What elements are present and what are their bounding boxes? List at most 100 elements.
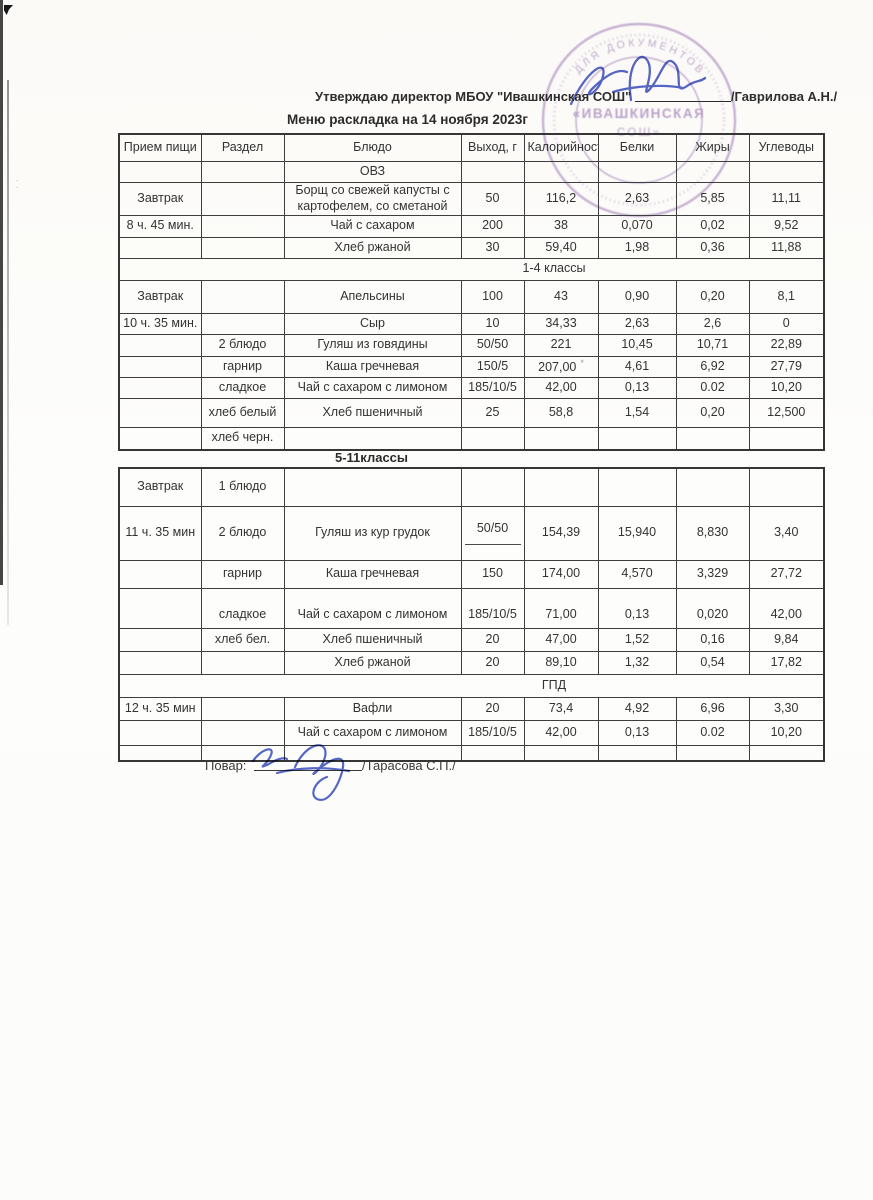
- cell-carb: 12,500: [748, 397, 825, 428]
- table-row: хлеб бел. Хлеб пшеничный 20 47,00 1,52 0…: [118, 627, 825, 652]
- cell-prot: 4,570: [597, 559, 677, 589]
- cell-kcal: 42,00: [523, 376, 599, 399]
- cell-meal: [118, 333, 202, 357]
- cell-out: 30: [460, 236, 525, 259]
- cell-kcal: [523, 744, 599, 762]
- col-header-fat: Жиры: [675, 133, 750, 162]
- cell-prot: [597, 426, 677, 451]
- cell-razdel: хлеб черн.: [200, 426, 285, 451]
- table-row: хлеб черн.: [118, 426, 825, 451]
- cell-meal: Завтрак: [118, 181, 202, 216]
- cell-prot: [597, 744, 677, 762]
- cell-meal: [118, 719, 202, 746]
- cell-dish: Хлеб пшеничный: [283, 627, 462, 652]
- cell-dish: Хлеб пшеничный: [283, 397, 462, 428]
- cell-carb: 17,82: [748, 650, 825, 675]
- cell-kcal: 207,00 *: [523, 355, 599, 378]
- cell-kcal: 154,39: [523, 505, 599, 561]
- cell-fat: [675, 467, 750, 507]
- cell-dish: Гуляш из говядины: [283, 333, 462, 357]
- section-label: 1-4 классы: [522, 261, 586, 276]
- cell-meal: Завтрак: [118, 279, 202, 314]
- cell-out: 20: [460, 627, 525, 652]
- cell-razdel: хлеб белый: [200, 397, 285, 428]
- cell-kcal: 47,00: [523, 627, 599, 652]
- col-header-out: Выход, г: [460, 133, 525, 162]
- cell-dish: Гуляш из кур грудок: [283, 505, 462, 561]
- cell-meal: [118, 236, 202, 259]
- cell-prot: 4,61: [597, 355, 677, 378]
- cook-signature: [251, 744, 351, 801]
- cell-dish: Хлеб ржаной: [283, 650, 462, 675]
- cell-out: 50/50: [460, 333, 525, 357]
- cell-meal: 10 ч. 35 мин.: [118, 312, 202, 335]
- cell-carb: 11,88: [748, 236, 825, 259]
- table-row: Хлеб ржаной 30 59,40 1,98 0,36 11,88: [118, 236, 825, 259]
- cell-out: [460, 160, 525, 183]
- cell-carb: 27,72: [748, 559, 825, 589]
- cell-out: 25: [460, 397, 525, 428]
- cell-kcal: 221: [523, 333, 599, 357]
- cell-prot: 1,52: [597, 627, 677, 652]
- cell-kcal: 42,00: [523, 719, 599, 746]
- cell-razdel: [200, 214, 285, 238]
- cell-out: 50/50: [460, 505, 525, 561]
- section-row-gpd: ГПД: [118, 673, 825, 698]
- cell-fat: 0,20: [675, 279, 750, 314]
- table-row: 2 блюдо Гуляш из говядины 50/50 221 10,4…: [118, 333, 825, 357]
- cook-line: Повар: /Тарасова С.П./: [205, 757, 456, 773]
- cook-label: Повар:: [205, 758, 247, 773]
- cell-fat: 0,36: [675, 236, 750, 259]
- cell-kcal: 89,10: [523, 650, 599, 675]
- cell-fat: 0,20: [675, 397, 750, 428]
- cell-carb: [748, 467, 825, 507]
- cell-out: 150/5: [460, 355, 525, 378]
- cell-fat: 0.02: [675, 719, 750, 746]
- cell-razdel: гарнир: [200, 355, 285, 378]
- cell-dish: [283, 467, 462, 507]
- cell-dish: Каша гречневая: [283, 355, 462, 378]
- cell-razdel: хлеб бел.: [200, 627, 285, 652]
- cell-fat: 5,85: [675, 181, 750, 216]
- cell-prot: 15,940: [597, 505, 677, 561]
- cell-out: 20: [460, 650, 525, 675]
- table-row: Завтрак 1 блюдо: [118, 467, 825, 507]
- stamp-name-text: «ИВАШКИНСКАЯ: [573, 106, 706, 121]
- cell-meal: [118, 355, 202, 378]
- cell-meal: [118, 397, 202, 428]
- cell-carb: 3,30: [748, 696, 825, 721]
- cell-fat: 6,92: [675, 355, 750, 378]
- cell-out: 200: [460, 214, 525, 238]
- header-row: Прием пищи Раздел Блюдо Выход, г Калорий…: [118, 133, 825, 162]
- table-row: сладкое Чай с сахаром с лимоном 185/10/5…: [118, 587, 825, 629]
- cell-carb: 10,20: [748, 719, 825, 746]
- cell-meal: 8 ч. 45 мин.: [118, 214, 202, 238]
- cell-razdel: [200, 160, 285, 183]
- cell-prot: 0,13: [597, 376, 677, 399]
- cell-carb: 3,40: [748, 505, 825, 561]
- cell-fat: 2,6: [675, 312, 750, 335]
- cell-kcal: 43: [523, 279, 599, 314]
- cell-out: 185/10/5: [460, 376, 525, 399]
- cell-razdel: [200, 236, 285, 259]
- cell-razdel: [200, 312, 285, 335]
- cell-prot: 1,98: [597, 236, 677, 259]
- table-row: 8 ч. 45 мин. Чай с сахаром 200 38 0,070 …: [118, 214, 825, 238]
- cell-fat: 0,02: [675, 214, 750, 238]
- table-row: Хлеб ржаной 20 89,10 1,32 0,54 17,82: [118, 650, 825, 675]
- cell-dish: Чай с сахаром с лимоном: [283, 376, 462, 399]
- cell-meal: [118, 559, 202, 589]
- table-row: гарнир Каша гречневая 150/5 207,00 * 4,61…: [118, 355, 825, 378]
- cell-out: 50: [460, 181, 525, 216]
- cell-out: 185/10/5: [460, 587, 525, 629]
- menu-table-5-11-gpd: Завтрак 1 блюдо 11 ч. 35 мин 2 блюдо Гул…: [118, 467, 825, 762]
- cell-dish: Сыр: [283, 312, 462, 335]
- approval-name: /Гаврилова А.Н./: [730, 89, 838, 104]
- col-header-carb: Углеводы: [748, 133, 825, 162]
- cell-kcal: 174,00: [523, 559, 599, 589]
- cell-meal: [118, 160, 202, 183]
- table-row: гарнир Каша гречневая 150 174,00 4,570 3…: [118, 559, 825, 589]
- cell-kcal: [523, 467, 599, 507]
- cell-meal: [118, 744, 202, 762]
